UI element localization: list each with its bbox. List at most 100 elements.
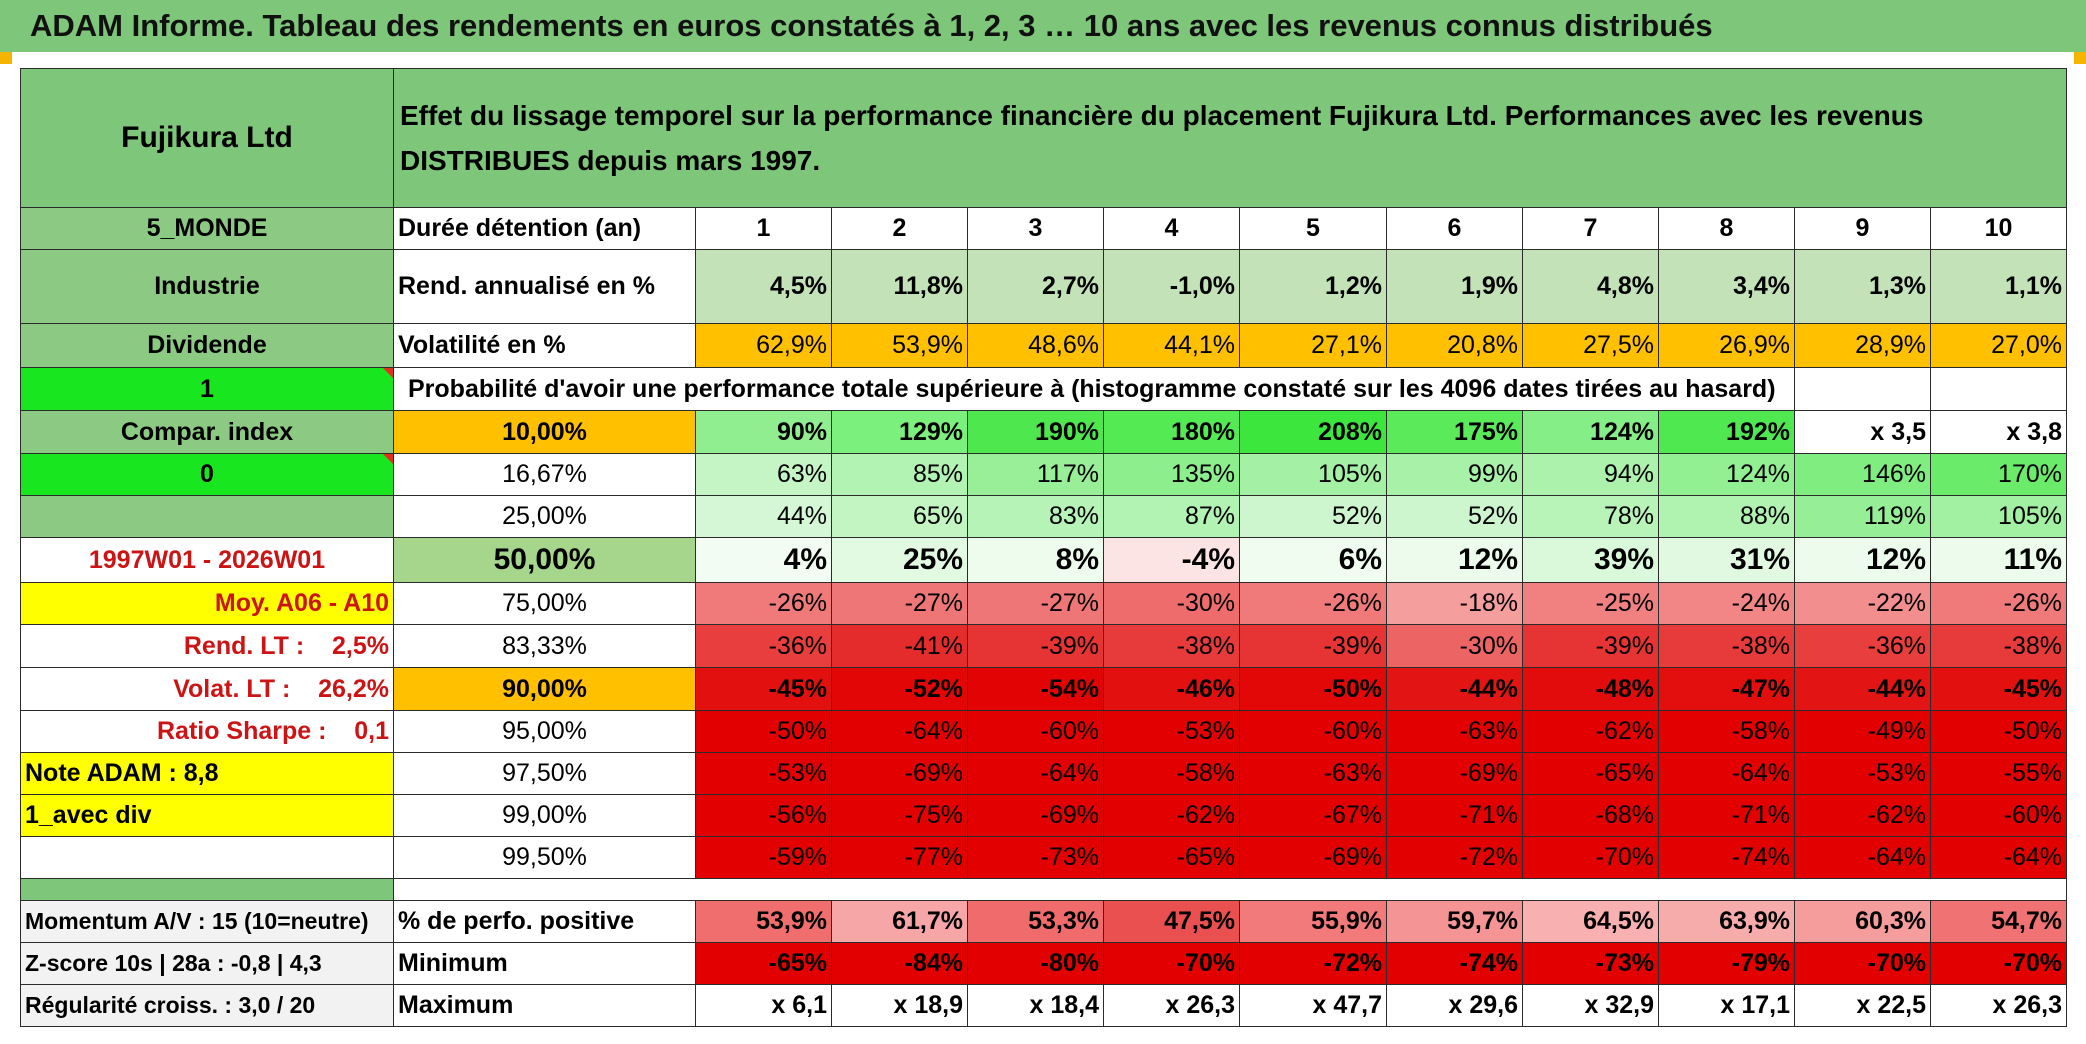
proba-value: -73% — [967, 836, 1104, 879]
rend-value: 1,3% — [1794, 249, 1931, 324]
positive-value: 55,9% — [1239, 900, 1387, 943]
proba-value: -25% — [1522, 582, 1659, 625]
proba-value: -67% — [1239, 794, 1387, 837]
year-header: 1 — [695, 207, 832, 250]
rend-value: -1,0% — [1103, 249, 1240, 324]
proba-value: 65% — [831, 495, 968, 538]
threshold-value: 99,00% — [393, 794, 696, 837]
blank-label — [20, 836, 394, 879]
proba-value: x 3,5 — [1794, 410, 1931, 454]
proba-value: -60% — [1239, 710, 1387, 753]
mode-label-text: 1_avec div — [25, 801, 152, 829]
period-label-text: 1997W01 - 2026W01 — [88, 545, 326, 574]
proba-row: Compar. index 10,00% 90% 129% 190% 180% 208% 17… — [20, 410, 2067, 454]
proba-value: 119% — [1794, 495, 1931, 538]
proba-value: -62% — [1794, 794, 1931, 837]
proba-value: 44% — [695, 495, 832, 538]
maximum-row: Régularité croiss. : 3,0 / 20 Maximum x 6,… — [20, 984, 2067, 1027]
proba-value: -63% — [1386, 710, 1523, 753]
proba-value: -38% — [1930, 624, 2067, 668]
threshold-value: 25,00% — [393, 495, 696, 538]
positive-side-label: Momentum A/V : 15 (10=neutre) — [20, 900, 394, 943]
proba-value: -48% — [1522, 667, 1659, 711]
proba-value: 88% — [1658, 495, 1795, 538]
threshold-value: 10,00% — [393, 410, 696, 454]
proba-value: -63% — [1239, 752, 1387, 795]
proba-value: -71% — [1386, 794, 1523, 837]
rend-value: 1,1% — [1930, 249, 2067, 324]
minimum-row: Z-score 10s | 28a : -0,8 | 4,3 Minimum -65… — [20, 942, 2067, 985]
year-header: 4 — [1103, 207, 1240, 250]
vol-value: 20,8% — [1386, 323, 1523, 368]
proba-value: -59% — [695, 836, 832, 879]
proba-value: -27% — [967, 582, 1104, 625]
proba-row: 1997W01 - 2026W01 50,00% 4% 25% 8% -4% 6% 12% 39… — [20, 537, 2067, 583]
threshold-value: 97,50% — [393, 752, 696, 795]
corner-marker — [0, 52, 12, 64]
proba-value: -53% — [695, 752, 832, 795]
compar-flag-value: 1 — [200, 374, 214, 403]
maximum-value: x 6,1 — [695, 984, 832, 1027]
proba-row: Note ADAM : 8,8 97,50% -53% -69% -64% -58% -63… — [20, 752, 2067, 795]
proba-value: -4% — [1103, 537, 1240, 583]
proba-value: -69% — [967, 794, 1104, 837]
positive-value: 63,9% — [1658, 900, 1795, 943]
proba-value: -62% — [1103, 794, 1240, 837]
proba-value: 190% — [967, 410, 1104, 454]
proba-value: -52% — [831, 667, 968, 711]
proba-value: -69% — [1239, 836, 1387, 879]
spacer-cell — [20, 878, 394, 901]
year-header: 9 — [1794, 207, 1931, 250]
proba-value: 31% — [1658, 537, 1795, 583]
positive-value: 61,7% — [831, 900, 968, 943]
proba-value: -49% — [1794, 710, 1931, 753]
year-header: 3 — [967, 207, 1104, 250]
proba-row: 1_avec div 99,00% -56% -75% -69% -62% -67% -71%… — [20, 794, 2067, 837]
proba-value: -58% — [1103, 752, 1240, 795]
index-flag[interactable]: 0 — [20, 453, 394, 496]
threshold-value: 99,50% — [393, 836, 696, 879]
rend-value: 1,9% — [1386, 249, 1523, 324]
sharpe-label: Ratio Sharpe : 0,1 — [20, 710, 394, 753]
proba-value: 83% — [967, 495, 1104, 538]
note-label: Note ADAM : 8,8 — [20, 752, 394, 795]
positive-value: 64,5% — [1522, 900, 1659, 943]
positive-value: 59,7% — [1386, 900, 1523, 943]
vol-value: 26,9% — [1658, 323, 1795, 368]
compar-flag[interactable]: 1 — [20, 367, 394, 411]
rend-value: 2,7% — [967, 249, 1104, 324]
vol-value: 62,9% — [695, 323, 832, 368]
proba-row: Moy. A06 - A10 75,00% -26% -27% -27% -30% -26%… — [20, 582, 2067, 625]
vol-row: Dividende Volatilité en % 62,9% 53,9% 48,6… — [20, 323, 2067, 368]
proba-label: Probabilité d'avoir une performance tota… — [393, 367, 1795, 411]
maximum-value: x 22,5 — [1794, 984, 1931, 1027]
proba-value: 85% — [831, 453, 968, 496]
proba-value: -70% — [1522, 836, 1659, 879]
duration-row: 5_MONDE Durée détention (an) 1 2 3 4 5 6 7 8 9 10 — [20, 207, 2067, 250]
year-header: 10 — [1930, 207, 2067, 250]
empty-cell — [1794, 367, 1931, 411]
proba-value: -50% — [1239, 667, 1387, 711]
proba-value: -50% — [1930, 710, 2067, 753]
positive-value: 53,3% — [967, 900, 1104, 943]
year-header: 6 — [1386, 207, 1523, 250]
minimum-value: -70% — [1930, 942, 2067, 985]
vol-value: 27,0% — [1930, 323, 2067, 368]
proba-value: 52% — [1239, 495, 1387, 538]
maximum-value: x 26,3 — [1930, 984, 2067, 1027]
proba-value: -65% — [1522, 752, 1659, 795]
proba-value: -26% — [695, 582, 832, 625]
minimum-label: Minimum — [393, 942, 696, 985]
rend-row: Industrie Rend. annualisé en % 4,5% 11,8%… — [20, 249, 2067, 324]
minimum-value: -70% — [1794, 942, 1931, 985]
proba-value: -62% — [1522, 710, 1659, 753]
proba-value: -50% — [695, 710, 832, 753]
proba-value: 12% — [1794, 537, 1931, 583]
proba-value: -65% — [1103, 836, 1240, 879]
rend-value: 4,5% — [695, 249, 832, 324]
rend-value: 3,4% — [1658, 249, 1795, 324]
volat-lt-label: Volat. LT : 26,2% — [20, 667, 394, 711]
positive-value: 60,3% — [1794, 900, 1931, 943]
index-flag-text: 0 — [200, 460, 214, 488]
proba-value: 175% — [1386, 410, 1523, 454]
